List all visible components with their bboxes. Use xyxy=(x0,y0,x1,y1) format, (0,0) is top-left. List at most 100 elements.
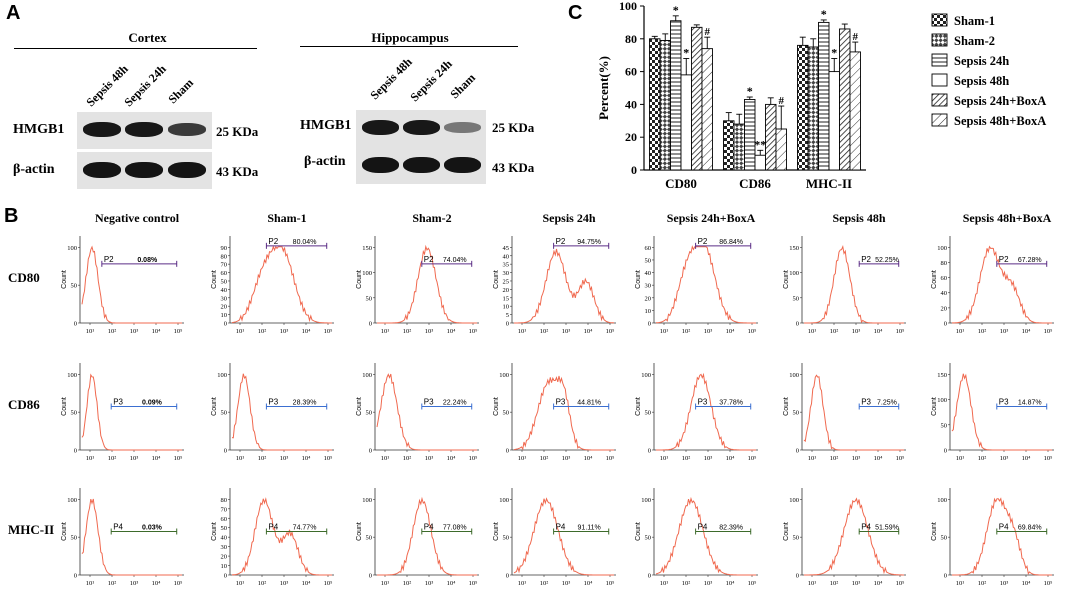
histogram-cd86-3: 0 50 100 Count 10¹ 10² 10³ 10⁴ 10⁵ P3 22.24% xyxy=(356,363,479,462)
hist-y-tick-label: 0 xyxy=(796,573,799,580)
gate-name: P2 xyxy=(104,255,114,264)
hist-x-tick-label: 10³ xyxy=(704,580,713,587)
histogram-curve xyxy=(803,374,904,451)
hist-x-tick-label: 10² xyxy=(540,580,549,587)
legend-label-2: Sham-2 xyxy=(954,34,995,48)
hist-x-tick-label: 10⁴ xyxy=(584,455,594,462)
hist-y-tick-label: 20 xyxy=(645,295,652,302)
hist-y-tick-label: 50 xyxy=(793,295,800,302)
hist-y-label: Count xyxy=(493,522,500,541)
hist-y-label: Count xyxy=(61,397,68,416)
histogram-cd86-5: 0 50 100 Count 10¹ 10² 10³ 10⁴ 10⁵ P3 37.78% xyxy=(635,363,758,462)
hist-x-tick-label: 10³ xyxy=(704,455,713,462)
hist-x-tick-label: 10² xyxy=(258,455,267,462)
legend-label-3: Sepsis 24h xyxy=(954,54,1009,68)
histogram-curve xyxy=(952,245,1052,324)
legend-label-5: Sepsis 24h+BoxA xyxy=(954,94,1046,108)
hist-x-tick-label: 10⁴ xyxy=(726,580,736,587)
hist-y-tick-label: 100 xyxy=(362,270,372,277)
hist-x-tick-label: 10⁴ xyxy=(874,580,884,587)
hist-y-tick-label: 0 xyxy=(944,321,947,328)
hist-y-tick-label: 90 xyxy=(221,245,228,252)
hist-x-tick-label: 10³ xyxy=(130,455,139,462)
histogram-cd80-1: 0 50 100 Count 10¹ 10² 10³ 10⁴ 10⁵ P2 0.08% xyxy=(61,236,184,335)
hist-x-tick-label: 10⁴ xyxy=(726,328,736,335)
hist-y-tick-label: 10 xyxy=(221,312,228,319)
gate-percent: 82.39% xyxy=(719,525,743,532)
gate-percent: 51.59% xyxy=(875,525,899,532)
gate-percent: 0.09% xyxy=(142,400,163,407)
gate-name: P4 xyxy=(999,523,1009,532)
histogram-mhc-ii-2: 0 10 20 30 40 50 60 70 80 Count 10¹ 10² 10³ 10⁴ 10⁵ P4 7… xyxy=(211,488,334,587)
gate-name: P4 xyxy=(113,523,123,532)
gate-percent: 69.84% xyxy=(1018,525,1042,532)
hist-x-tick-label: 10⁵ xyxy=(1044,455,1053,462)
hist-x-tick-label: 10⁵ xyxy=(748,455,757,462)
hist-y-label: Count xyxy=(931,397,938,416)
hist-x-tick-label: 10⁴ xyxy=(874,455,884,462)
hist-y-tick-label: 0 xyxy=(796,448,799,455)
hist-y-tick-label: 0 xyxy=(224,321,227,328)
gate-percent: 7.25% xyxy=(877,400,897,407)
hist-x-tick-label: 10² xyxy=(978,455,987,462)
hist-x-tick-label: 10⁵ xyxy=(469,580,478,587)
hist-x-tick-label: 10⁵ xyxy=(469,455,478,462)
hist-y-tick-label: 50 xyxy=(221,525,228,532)
bar-cd80-4 xyxy=(680,74,692,171)
hist-x-tick-label: 10⁵ xyxy=(748,580,757,587)
hist-x-tick-label: 10³ xyxy=(130,328,139,335)
hist-x-tick-label: 10¹ xyxy=(808,455,817,462)
y-tick-label: 80 xyxy=(625,32,637,46)
gate-name: P2 xyxy=(424,255,434,264)
hist-x-tick-label: 10² xyxy=(830,580,839,587)
hist-x-tick-label: 10¹ xyxy=(381,328,390,335)
gate-name: P3 xyxy=(113,398,123,407)
gate-name: P2 xyxy=(556,237,566,246)
bar-cd80-6 xyxy=(701,48,713,171)
hist-x-tick-label: 10⁵ xyxy=(324,328,333,335)
hist-x-tick-label: 10³ xyxy=(425,328,434,335)
gate-name: P2 xyxy=(268,237,278,246)
hist-x-tick-label: 10² xyxy=(403,455,412,462)
panel-c-letter: C xyxy=(568,2,583,24)
cortex-hmgb1-label: HMGB1 xyxy=(13,122,65,137)
hist-y-tick-label: 60 xyxy=(645,245,652,252)
hippocampus-hmgb1-band-1 xyxy=(362,120,399,135)
hist-y-tick-label: 100 xyxy=(937,497,947,504)
category-label-mhc-ii: MHC-II xyxy=(806,176,852,191)
bar-mhc-ii-6 xyxy=(849,51,861,171)
hist-y-tick-label: 25 xyxy=(503,278,510,285)
hist-x-tick-label: 10⁵ xyxy=(174,328,183,335)
hippocampus-actin-band-3 xyxy=(444,157,481,173)
hist-x-tick-label: 10³ xyxy=(1000,328,1009,335)
hist-y-tick-label: 0 xyxy=(506,321,509,328)
column-header-1: Negative control xyxy=(94,211,180,225)
hist-y-tick-label: 60 xyxy=(221,270,228,277)
hist-x-tick-label: 10⁴ xyxy=(447,328,457,335)
hist-y-label: Count xyxy=(783,522,790,541)
hist-x-tick-label: 10⁴ xyxy=(447,580,457,587)
hist-y-tick-label: 10 xyxy=(221,563,228,570)
legend-swatch-4 xyxy=(931,73,948,87)
hist-x-tick-label: 10³ xyxy=(130,580,139,587)
row-label-mhc-ii: MHC-II xyxy=(8,521,55,537)
significance-mark: * xyxy=(747,84,753,98)
bar-cd80-3 xyxy=(670,20,682,171)
hist-y-tick-label: 100 xyxy=(67,372,77,379)
gate-percent: 91.11% xyxy=(578,525,601,532)
hist-y-tick-label: 20 xyxy=(221,554,228,561)
hist-x-tick-label: 10⁴ xyxy=(302,580,312,587)
gate-name: P3 xyxy=(424,398,434,407)
y-axis-label: Percent(%) xyxy=(596,56,611,120)
hist-y-tick-label: 100 xyxy=(641,372,651,379)
hist-y-tick-label: 50 xyxy=(366,535,373,542)
hist-y-tick-label: 45 xyxy=(503,245,510,252)
hist-y-tick-label: 100 xyxy=(362,497,372,504)
panel-b-letter: B xyxy=(4,205,19,227)
histogram-curve xyxy=(377,244,477,324)
gate-percent: 77.08% xyxy=(443,525,467,532)
hist-x-tick-label: 10¹ xyxy=(660,328,669,335)
gate-name: P4 xyxy=(268,523,278,532)
hist-x-tick-label: 10² xyxy=(108,580,117,587)
hist-y-tick-label: 0 xyxy=(648,321,651,328)
